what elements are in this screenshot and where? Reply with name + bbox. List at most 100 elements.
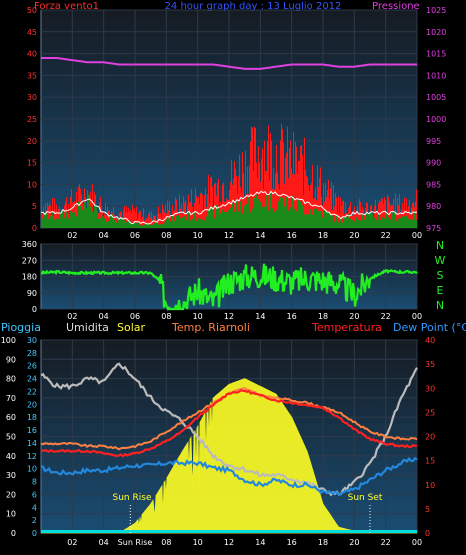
x-tick-label: 18	[318, 538, 328, 547]
x-tick-label: 00	[412, 312, 422, 321]
y-temp-tick-label: 15	[425, 457, 435, 466]
y-tick-label: 270	[22, 256, 37, 265]
x-tick-label: 16	[287, 231, 297, 240]
y-temp-tick-label: 10	[425, 481, 435, 490]
y-tick-label: 360	[22, 240, 37, 249]
wind-direction-line	[40, 263, 418, 312]
chart-title: 24 hour graph day : 13 Luglio 2012	[165, 1, 342, 12]
y-left-tick-label: 50	[27, 6, 37, 15]
y-rain-tick-label: 40	[6, 452, 16, 461]
y-tick-label: 90	[27, 289, 37, 298]
y-rain-tick-label: 90	[6, 355, 16, 364]
y-temp-tick-label: 30	[425, 384, 435, 393]
y-humidity-tick-label: 12	[27, 452, 37, 461]
y-left-tick-label: 45	[27, 28, 37, 37]
x-tick-label: 12	[224, 538, 234, 547]
x-tick-label: 16	[287, 312, 297, 321]
temperature-humidity-panel: 02 04 Sun Rise 0 8 10 12 14 16 18 20 2 2 0 0 0 10 20 30 40 5…	[1, 336, 435, 547]
sun-rise-label: Sun Rise	[113, 493, 152, 503]
x-tick-label: 12	[224, 231, 234, 240]
y-right-tick-label: 1010	[426, 71, 446, 80]
y-humidity-tick-label: 18	[27, 413, 37, 422]
y-humidity-tick-label: 10	[27, 465, 37, 474]
x-tick-label: 14	[255, 231, 265, 240]
y-rain-tick-label: 80	[6, 375, 16, 384]
y-humidity-tick-label: 6	[32, 490, 37, 499]
x-tick-label: 08	[161, 312, 171, 321]
x-tick-label: Sun Rise	[118, 538, 153, 547]
y-rain-tick-label: 100	[1, 336, 16, 345]
y-rain-tick-label: 70	[6, 394, 16, 403]
x-tick-label: 10	[193, 231, 203, 240]
y-humidity-tick-label: 4	[32, 503, 37, 512]
y-temp-tick-label: 5	[425, 505, 430, 514]
y-right-tick-label: 985	[426, 180, 441, 189]
dir-label-n-top: N	[436, 239, 444, 252]
y-right-tick-label: 995	[426, 137, 441, 146]
x-tick-label: 14	[255, 538, 265, 547]
x-tick-label: 00	[412, 231, 422, 240]
y-temp-tick-label: 35	[425, 360, 435, 369]
x-tick-label: 22	[381, 312, 391, 321]
wind-average-line	[40, 190, 418, 225]
wind-pressure-panel: 02 04 06 08 10 12 14 16 18 20 22 000510152025303540…	[27, 6, 447, 240]
y-rain-tick-label: 20	[6, 490, 16, 499]
y-humidity-tick-label: 0	[32, 529, 37, 538]
y-rain-tick-label: 30	[6, 471, 16, 480]
y-left-tick-label: 5	[32, 202, 37, 211]
x-tick-label: 10	[193, 312, 203, 321]
y-temp-tick-label: 0	[425, 529, 430, 538]
y-left-tick-label: 0	[32, 224, 37, 233]
y-left-tick-label: 30	[27, 93, 37, 102]
x-tick-label: 02	[67, 231, 77, 240]
dir-label-n-bottom: N	[436, 299, 444, 312]
wind-direction-labels: N W S E N	[435, 239, 446, 312]
x-tick-label: 04	[99, 312, 109, 321]
x-tick-label: 16	[287, 538, 297, 547]
humidity-line	[40, 362, 418, 497]
legend-dewpoint: Dew Point (°C)	[393, 321, 466, 334]
y-humidity-tick-label: 16	[27, 426, 37, 435]
y-tick-label: 0	[32, 305, 37, 314]
y-right-tick-label: 1025	[426, 6, 446, 15]
x-tick-label: 02	[67, 538, 77, 547]
x-tick-label: 06	[130, 312, 140, 321]
rain-bar	[41, 530, 417, 533]
y-temp-tick-label: 25	[425, 408, 435, 417]
legend-pioggia: Pioggia	[1, 321, 41, 334]
y-left-tick-label: 20	[27, 137, 37, 146]
y-left-tick-label: 10	[27, 180, 37, 189]
legend-temp-riarnoli: Temp. Riarnoli	[171, 321, 250, 334]
y-humidity-tick-label: 20	[27, 400, 37, 409]
y-right-tick-label: 1015	[426, 50, 446, 59]
y-rain-tick-label: 0	[11, 529, 16, 538]
legend-temperatura: Temperatura	[311, 321, 382, 334]
y-humidity-tick-label: 14	[27, 439, 37, 448]
y-right-tick-label: 990	[426, 159, 441, 168]
dir-label-s: S	[437, 269, 444, 282]
dir-label-w: W	[435, 254, 446, 267]
legend-solar: Solar	[117, 321, 146, 334]
x-tick-label: 18	[318, 312, 328, 321]
x-tick-label: 06	[130, 231, 140, 240]
y-humidity-tick-label: 8	[32, 478, 37, 487]
x-tick-label: 20	[349, 231, 359, 240]
x-tick-label: 12	[224, 312, 234, 321]
y-left-tick-label: 25	[27, 115, 37, 124]
legend-umidita: Umidita	[66, 321, 109, 334]
wind-axis-title: Forza vento1	[34, 1, 99, 12]
y-temp-tick-label: 20	[425, 433, 435, 442]
y-rain-tick-label: 60	[6, 413, 16, 422]
y-right-tick-label: 975	[426, 224, 441, 233]
x-tick-label: 04	[99, 538, 109, 547]
dir-label-e: E	[437, 284, 444, 297]
x-tick-label: 22	[381, 231, 391, 240]
x-tick-label: 08	[161, 231, 171, 240]
x-tick-label: 02	[67, 312, 77, 321]
legend-row: Pioggia Umidita Solar Temp. Riarnoli Tem…	[1, 321, 466, 334]
y-humidity-tick-label: 2	[32, 516, 37, 525]
x-tick-label: 22	[381, 538, 391, 547]
y-right-tick-label: 980	[426, 202, 441, 211]
